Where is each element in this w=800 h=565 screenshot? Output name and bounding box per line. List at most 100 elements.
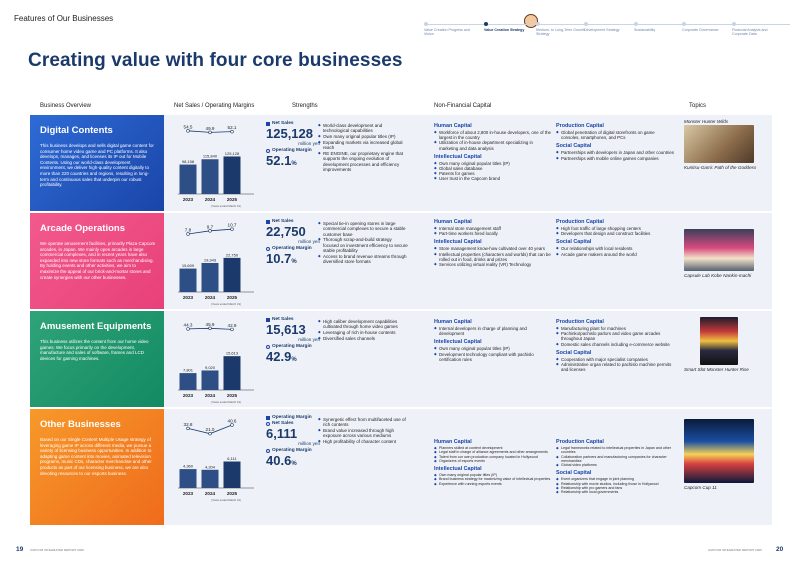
intellectual-capital-heading: Intellectual Capital <box>434 339 482 346</box>
year-label: 2025 <box>227 491 238 496</box>
capital-item: Development technology compliant with pa… <box>434 352 552 362</box>
bar <box>223 156 241 194</box>
year-end-note: (Years ended March 31) <box>211 302 241 306</box>
capital-item: Talent from our own production company l… <box>434 455 552 460</box>
capital-item: Own many original popular titles (IP) <box>434 473 552 478</box>
capital-item: Store management know-how cultivated ove… <box>434 246 552 251</box>
margin-point <box>208 229 212 233</box>
bar-label: 98,158 <box>182 159 195 164</box>
circle-icon <box>266 148 270 153</box>
bar-label: 15,613 <box>226 351 239 356</box>
capital-item: Own many original popular titles (IP) <box>434 161 552 166</box>
bar-label: 125,128 <box>225 151 240 156</box>
intellectual-capital-heading: Intellectual Capital <box>434 466 482 473</box>
capital-item: Manufacturing plant for machines <box>556 326 674 331</box>
year-label: 2023 <box>183 491 194 496</box>
nav-dot-icon <box>682 22 686 26</box>
square-icon <box>266 317 270 322</box>
capital-item: Organizers of esports events <box>434 459 552 464</box>
nav-dot-icon <box>732 22 736 26</box>
strengths-list: High caliber development capabilities cu… <box>318 319 408 342</box>
circle-icon <box>266 421 270 426</box>
strength-item: Diversified sales channels <box>318 336 408 342</box>
topic-caption: Monster Hunter Wilds <box>684 119 729 124</box>
capital-item: Global video platforms <box>556 463 674 468</box>
op-margin-value: 10.7% <box>266 251 297 266</box>
capital-item: Own many original popular titles (IP) <box>434 346 552 351</box>
net-sales-label: Net Sales <box>266 317 328 322</box>
margin-point <box>186 129 190 133</box>
op-margin-label: Operating Margin <box>266 415 328 420</box>
human-capital-heading: Human Capital <box>434 439 472 445</box>
circle-icon <box>266 448 270 453</box>
page-number-left: 19 <box>16 546 24 553</box>
capital-item: Part-time workers hired locally <box>434 231 552 236</box>
net-sales-unit: million yen <box>298 141 320 146</box>
intellectual-capital-heading: Intellectual Capital <box>434 153 482 160</box>
capital-item: Patents for games <box>434 171 552 176</box>
topic-caption: Capsule Lab Kobe Nankin-machi <box>684 273 752 278</box>
capital-left: Human Capital Internal developers in cha… <box>434 319 552 362</box>
bar <box>179 469 197 488</box>
margin-point <box>208 130 212 135</box>
year-label: 2025 <box>227 393 238 398</box>
business-name: Arcade Operations <box>40 223 125 234</box>
bar <box>201 159 219 194</box>
op-margin-value: 52.1% <box>266 153 297 168</box>
capital-item: Relationship with pro gamers and fans <box>556 486 674 491</box>
capital-item: Planners skilled at content development <box>434 446 552 451</box>
capital-item: Relationship with movie studios, includi… <box>556 482 674 487</box>
bar <box>223 257 241 292</box>
business-row-digital-contents: Digital Contents This business develops … <box>30 115 772 211</box>
topic-image <box>684 124 754 163</box>
strength-item: Special tie-in opening stores in large c… <box>318 221 408 237</box>
capital-left: Human Capital Planners skilled at conten… <box>434 439 552 486</box>
capital-item: Partnerships with developers in Japan an… <box>556 150 674 155</box>
sales-chart-svg: 98,158 2023 115,840 2024 125,128 2025 54.5 49.9… <box>178 124 254 208</box>
social-capital-heading: Social Capital <box>556 239 592 246</box>
nav-dot-icon <box>484 22 488 26</box>
intellectual-capital-heading: Intellectual Capital <box>434 239 482 246</box>
bar-label: 115,840 <box>203 154 218 159</box>
margin-label: 44.3 <box>184 322 193 327</box>
bar <box>201 469 219 488</box>
strength-item: Leveraging of rich in-house contents <box>318 330 408 336</box>
bar-label: 4,360 <box>183 464 194 469</box>
net-sales-unit: million yen <box>298 239 320 244</box>
topics: Smart Slot Monster Hunter Rise <box>684 317 764 373</box>
nav-line <box>428 24 790 25</box>
bar <box>201 370 219 390</box>
production-capital-heading: Production Capital <box>556 439 604 445</box>
sales-chart: 7,801 2023 9,020 2024 15,613 2025 44.3 45.9 42.9… <box>174 315 294 407</box>
capital-item: Domestic sales channels including e-comm… <box>556 342 674 347</box>
section-nav: Value Creation Progress and Vision Value… <box>424 22 794 42</box>
capital-item: Administrative organ related to pachislo… <box>556 362 674 372</box>
margin-point <box>186 327 190 331</box>
margin-label: 40.6 <box>228 418 237 423</box>
strength-item: Synergetic effect from multifaceted use … <box>318 417 408 428</box>
strength-item: High profitability of character content <box>318 439 408 445</box>
capital-right: Production Capital Global penetration of… <box>556 123 674 161</box>
year-label: 2024 <box>205 197 216 202</box>
capital-item: Relationship with local governments <box>556 490 674 495</box>
nav-dot-icon <box>634 22 638 26</box>
circle-icon <box>266 344 270 349</box>
business-name: Amusement Equipments <box>40 321 152 332</box>
sales-chart: 98,158 2023 115,840 2024 125,128 2025 54.5 49.9… <box>174 119 294 211</box>
net-sales-label: Net Sales <box>266 121 328 126</box>
margin-label: 7.8 <box>185 228 192 233</box>
strength-item: Brand value increased through high expos… <box>318 428 408 439</box>
sales-chart: 15,609 2023 19,343 2024 22,750 2025 7.8 9.7 10.7… <box>174 217 294 309</box>
net-sales-value: 6,111 <box>266 426 298 441</box>
strength-item: Expanding markets via increased global r… <box>318 140 408 151</box>
topic-caption: Kunitsu-Gami: Path of the Goddess <box>684 164 757 170</box>
square-icon <box>266 415 270 420</box>
op-margin-value: 42.9% <box>266 349 297 364</box>
topics: Capsule Lab Kobe Nankin-machi <box>684 229 764 279</box>
capital-item: Internal developers in charge of plannin… <box>434 326 552 336</box>
year-end-note: (Years ended March 31) <box>211 204 241 208</box>
margin-label: 45.9 <box>206 322 215 327</box>
bar-label: 7,801 <box>183 368 194 373</box>
sales-chart: 4,360 2023 4,204 2024 6,111 2025 32.8 21.0 40.6 (… <box>174 413 294 505</box>
topic-caption: Smart Slot Monster Hunter Rise <box>684 367 749 372</box>
